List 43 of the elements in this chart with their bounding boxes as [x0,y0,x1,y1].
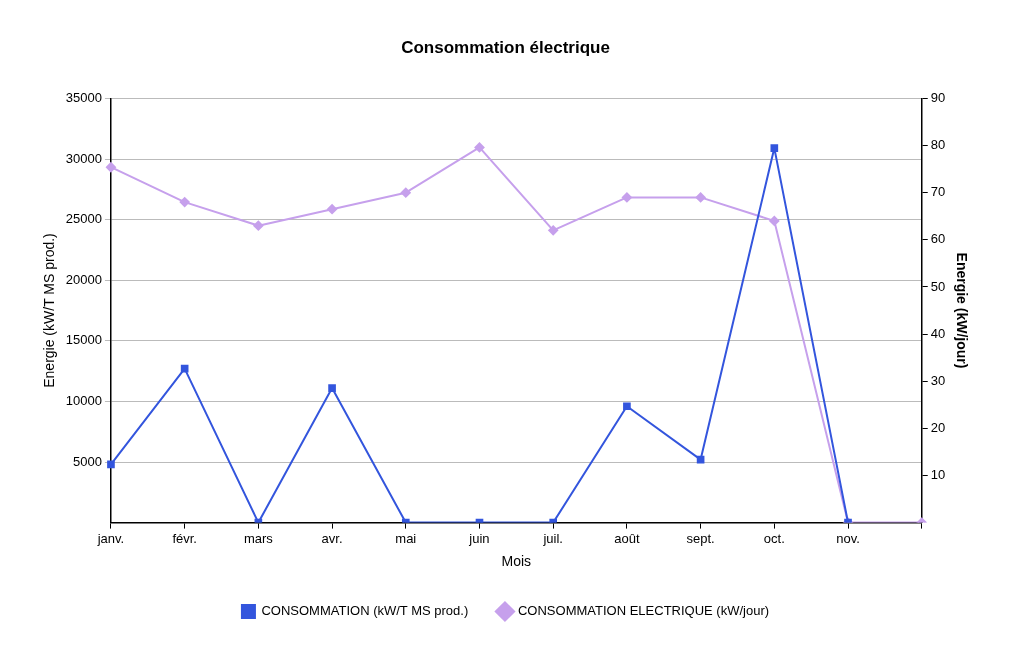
point [474,142,485,153]
chart-title: Consommation électrique [401,37,610,57]
point [769,215,780,226]
y-tick-label: 10000 [65,392,102,408]
x-tick-label: févr. [172,530,197,546]
y2-tick-label: 70 [930,184,946,200]
point [105,162,116,173]
y-axis-title: Energie (kW/T MS prod.) [41,233,58,388]
point [695,192,706,203]
x-tick-label: sept. [686,530,715,546]
y2-tick-label: 20 [930,419,946,435]
y2-tick-label: 90 [930,89,946,105]
legend-label: CONSOMMATION ELECTRIQUE (kW/jour) [517,603,770,619]
x-tick-label: nov. [836,530,860,546]
x-tick-label: août [614,530,640,546]
x-tick-label: janv. [96,530,125,546]
x-tick-label: avr. [321,530,343,546]
x-tick-label: juil. [542,530,563,546]
y-tick-label: 25000 [65,211,102,227]
point [548,225,559,236]
y2-tick-label: 10 [930,467,946,483]
x-tick-label: oct. [763,530,785,546]
y-tick-label: 35000 [65,89,102,105]
y2-tick-label: 50 [930,278,946,294]
point [179,197,190,208]
y-tick-label: 15000 [65,332,102,348]
point [400,187,411,198]
y2-tick-label: 40 [930,325,946,341]
legend-label: CONSOMMATION (kW/T MS prod.) [261,603,469,619]
y2-tick-label: 80 [930,137,946,153]
x-tick-label: mars [243,530,274,546]
x-tick-label: mai [395,530,417,546]
y-tick-label: 30000 [65,150,102,166]
y-tick-label: 5000 [73,453,102,469]
x-axis-title: Mois [501,553,532,570]
point [621,192,632,203]
y2-axis-title: Energie (kW/jour) [953,252,970,369]
y2-tick-label: 60 [930,231,946,247]
x-tick-label: juin [468,530,490,546]
point [327,204,338,215]
point [253,220,264,231]
y2-tick-label: 30 [930,372,946,388]
y-tick-label: 20000 [65,271,102,287]
